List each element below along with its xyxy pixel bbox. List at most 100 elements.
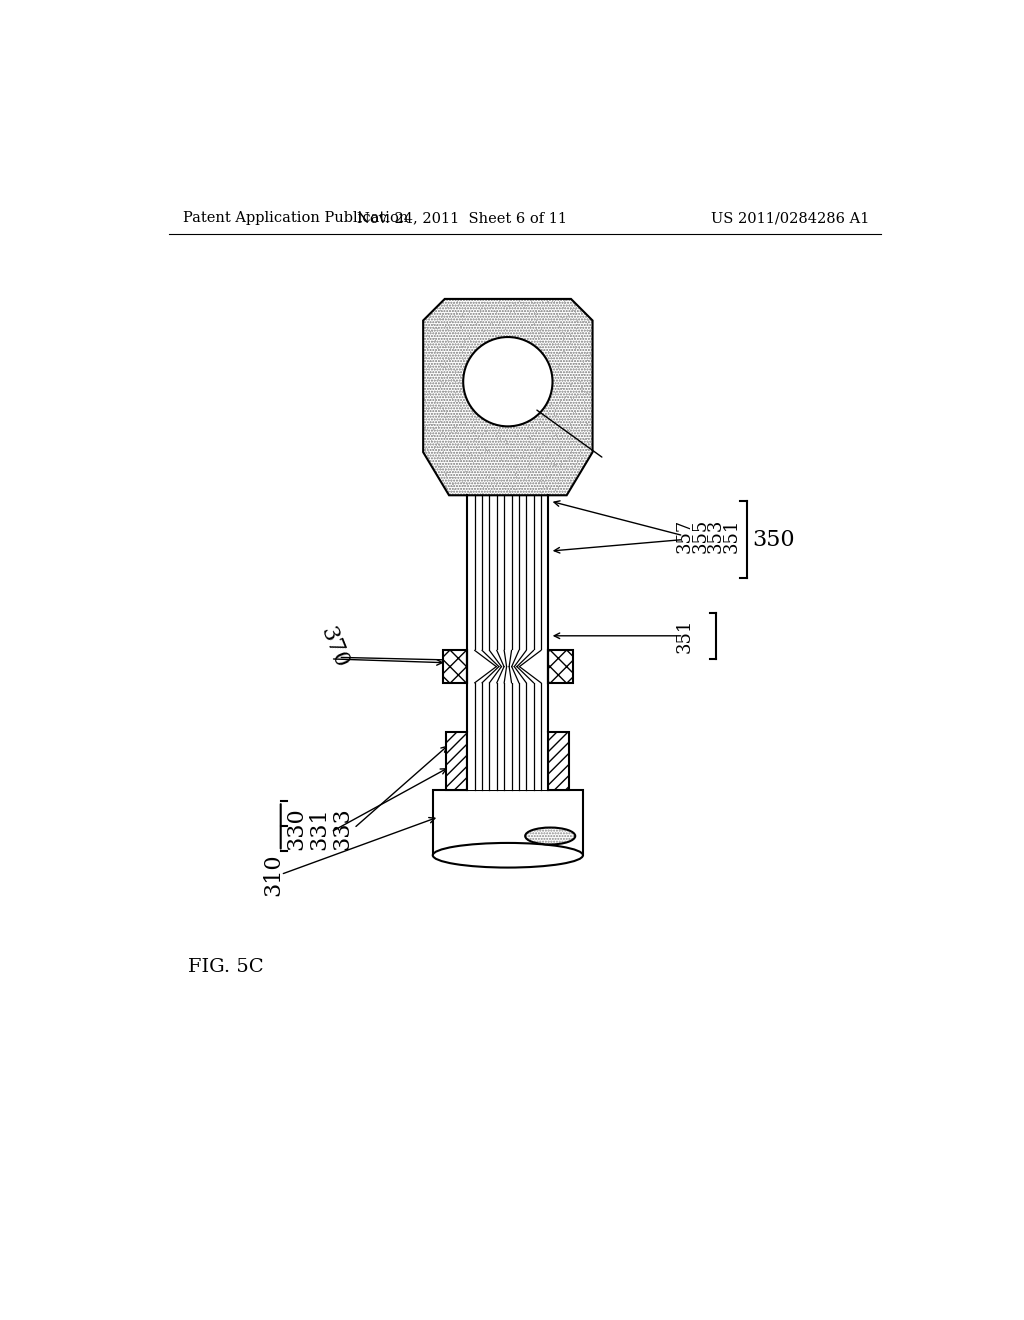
- Point: [434, 461, 451, 482]
- Point: [435, 347, 452, 368]
- Point: [572, 370, 589, 391]
- Point: [433, 458, 450, 479]
- Point: [443, 405, 460, 426]
- Point: [472, 301, 488, 322]
- Point: [451, 371, 467, 392]
- Point: [477, 312, 494, 333]
- Point: [519, 450, 536, 471]
- Point: [556, 432, 572, 453]
- Point: [479, 429, 496, 450]
- Point: [480, 304, 497, 325]
- Point: [557, 450, 573, 471]
- Point: [437, 407, 454, 428]
- Point: [522, 426, 539, 447]
- Point: [550, 375, 566, 396]
- Point: [419, 325, 435, 346]
- Point: [469, 411, 485, 432]
- Point: [565, 388, 582, 409]
- Bar: [433, 789, 583, 855]
- Point: [510, 438, 526, 459]
- Point: [570, 356, 587, 378]
- Point: [507, 293, 523, 314]
- Point: [453, 432, 469, 453]
- Point: [489, 426, 506, 447]
- Point: [438, 461, 455, 482]
- Point: [453, 395, 469, 416]
- Point: [543, 403, 559, 424]
- Point: [419, 418, 435, 440]
- Point: [427, 436, 443, 457]
- Point: [429, 337, 445, 358]
- Point: [534, 429, 550, 450]
- Point: [434, 446, 451, 467]
- Point: [470, 308, 486, 329]
- Point: [457, 475, 473, 496]
- Point: [508, 446, 524, 467]
- Point: [514, 292, 530, 313]
- Point: [521, 301, 538, 322]
- Point: [454, 304, 470, 325]
- Point: [575, 391, 592, 412]
- Point: [520, 484, 537, 506]
- Point: [560, 319, 577, 341]
- Point: [518, 425, 535, 446]
- Point: [485, 450, 502, 471]
- Point: [451, 360, 467, 381]
- Point: [566, 416, 583, 437]
- Point: [470, 432, 486, 453]
- Point: [430, 434, 446, 455]
- Point: [546, 451, 562, 473]
- Point: [497, 296, 513, 317]
- Point: [500, 453, 516, 474]
- Point: [534, 330, 550, 351]
- Text: 353: 353: [707, 519, 725, 553]
- Point: [443, 475, 460, 496]
- Point: [470, 451, 486, 473]
- Point: [535, 458, 551, 479]
- Point: [461, 482, 477, 503]
- Point: [449, 379, 465, 400]
- Point: [569, 375, 586, 396]
- Point: [577, 428, 593, 449]
- Point: [550, 327, 566, 348]
- Point: [554, 404, 570, 425]
- Point: [429, 335, 445, 356]
- Point: [420, 334, 436, 355]
- Point: [416, 414, 432, 436]
- Point: [530, 326, 547, 347]
- Point: [461, 400, 477, 421]
- Point: [535, 298, 551, 319]
- Point: [420, 355, 436, 376]
- Point: [531, 411, 548, 432]
- Point: [475, 483, 492, 504]
- Point: [541, 480, 557, 502]
- Point: [554, 325, 570, 346]
- Point: [573, 301, 590, 322]
- Point: [538, 297, 554, 318]
- Point: [574, 455, 591, 477]
- Point: [419, 438, 435, 459]
- Point: [446, 478, 463, 499]
- Bar: [548, 733, 569, 789]
- Point: [502, 479, 518, 500]
- Point: [493, 449, 509, 470]
- Point: [431, 396, 447, 417]
- Point: [462, 450, 478, 471]
- Point: [446, 416, 463, 437]
- Point: [421, 450, 437, 471]
- Point: [436, 345, 453, 366]
- Point: [550, 477, 566, 498]
- Point: [520, 455, 537, 477]
- Point: [437, 356, 454, 378]
- Point: [556, 292, 572, 313]
- Point: [479, 292, 496, 313]
- Point: [454, 471, 470, 492]
- Point: [460, 421, 476, 442]
- Point: [438, 302, 455, 323]
- Point: [475, 290, 492, 312]
- Point: [528, 301, 545, 322]
- Point: [421, 383, 437, 404]
- Point: [564, 309, 581, 330]
- Point: [418, 384, 434, 405]
- Point: [546, 454, 562, 475]
